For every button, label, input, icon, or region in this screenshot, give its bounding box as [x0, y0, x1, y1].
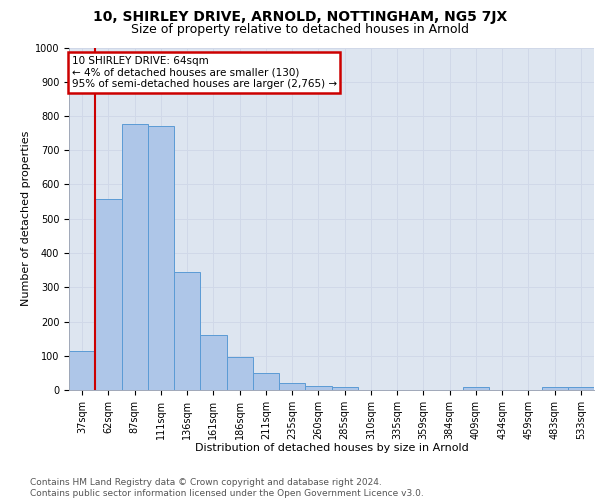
Bar	[121, 124, 148, 390]
X-axis label: Distribution of detached houses by size in Arnold: Distribution of detached houses by size …	[194, 444, 469, 454]
Bar	[200, 335, 227, 390]
Bar	[279, 383, 305, 390]
Bar	[148, 126, 174, 390]
Bar	[69, 350, 95, 390]
Bar	[568, 388, 594, 390]
Bar	[174, 272, 200, 390]
Text: Size of property relative to detached houses in Arnold: Size of property relative to detached ho…	[131, 22, 469, 36]
Text: 10 SHIRLEY DRIVE: 64sqm
← 4% of detached houses are smaller (130)
95% of semi-de: 10 SHIRLEY DRIVE: 64sqm ← 4% of detached…	[71, 56, 337, 90]
Text: Contains HM Land Registry data © Crown copyright and database right 2024.
Contai: Contains HM Land Registry data © Crown c…	[30, 478, 424, 498]
Text: 10, SHIRLEY DRIVE, ARNOLD, NOTTINGHAM, NG5 7JX: 10, SHIRLEY DRIVE, ARNOLD, NOTTINGHAM, N…	[93, 10, 507, 24]
Bar	[253, 373, 279, 390]
Y-axis label: Number of detached properties: Number of detached properties	[20, 131, 31, 306]
Bar	[331, 386, 358, 390]
Bar	[227, 357, 253, 390]
Bar	[542, 388, 568, 390]
Bar	[95, 199, 121, 390]
Bar	[305, 386, 331, 390]
Bar	[463, 388, 489, 390]
